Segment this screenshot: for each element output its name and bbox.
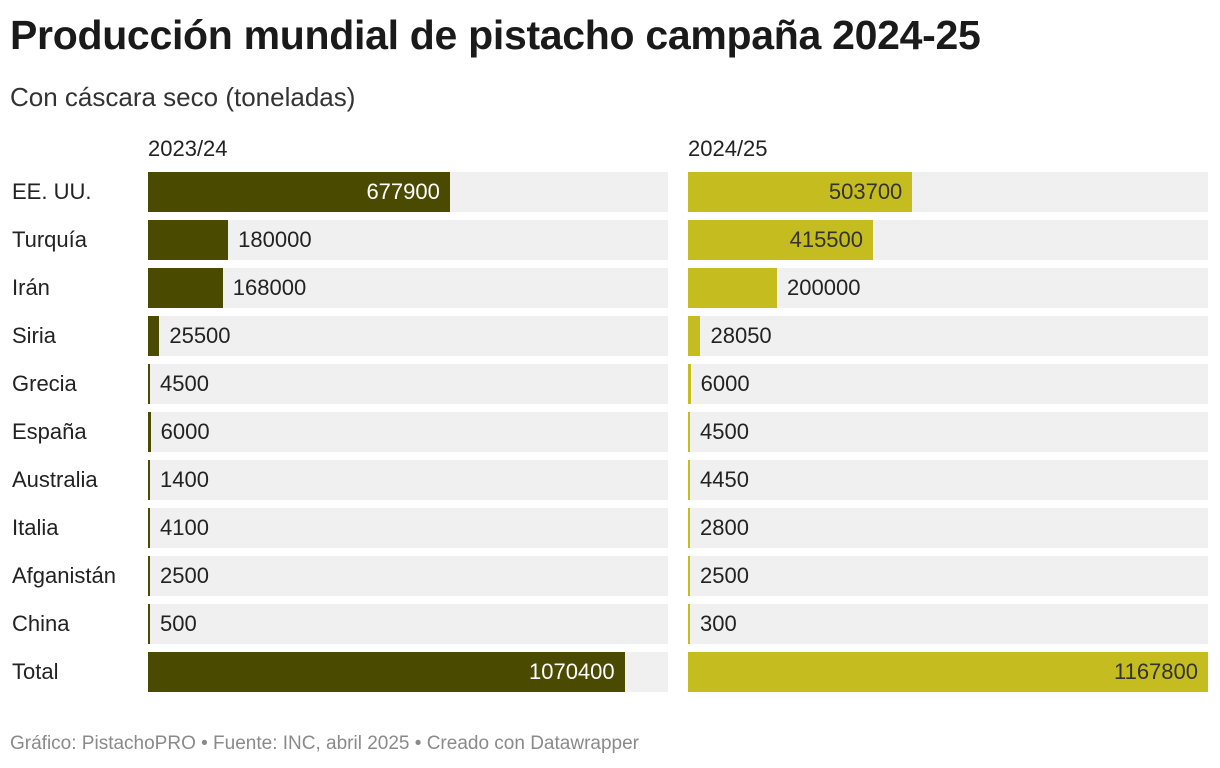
bar-track: 677900 <box>148 172 668 212</box>
bar-track: 1167800 <box>688 652 1208 692</box>
bar <box>688 364 691 404</box>
bar <box>688 268 778 308</box>
bar <box>148 604 150 644</box>
bar-track: 1070400 <box>148 652 668 692</box>
value-label: 4500 <box>160 371 209 396</box>
bar-track: 6000 <box>148 412 668 452</box>
row-label: Australia <box>12 467 98 492</box>
value-label: 6000 <box>700 371 750 396</box>
row-label: Total <box>12 659 59 684</box>
bar <box>148 508 150 548</box>
chart-title: Producción mundial de pistacho campaña 2… <box>10 12 981 58</box>
bar <box>148 412 151 452</box>
row-label: Irán <box>12 275 50 300</box>
bar-track: 6000 <box>688 364 1208 404</box>
value-label: 2800 <box>700 515 749 540</box>
row-label: EE. UU. <box>12 179 92 204</box>
bar-track: 168000 <box>148 268 668 308</box>
bar <box>148 268 223 308</box>
bar <box>148 556 150 596</box>
value-label: 4450 <box>700 467 749 492</box>
bar <box>688 172 913 212</box>
chart-footer: Gráfico: PistachoPRO • Fuente: INC, abri… <box>10 733 639 754</box>
bar <box>148 364 150 404</box>
bar <box>688 508 690 548</box>
bar <box>148 460 150 500</box>
bar <box>148 172 450 212</box>
value-label: 168000 <box>232 275 307 300</box>
bar <box>148 220 229 260</box>
bar <box>688 652 1208 692</box>
value-label: 2500 <box>700 563 749 588</box>
bar-track: 4450 <box>688 460 1208 500</box>
bar-track: 1400 <box>148 460 668 500</box>
value-label: 1400 <box>160 467 209 492</box>
value-label: 25500 <box>169 323 231 348</box>
bar-track: 2500 <box>148 556 668 596</box>
bar-track: 180000 <box>148 220 668 260</box>
bar-track: 4500 <box>688 412 1208 452</box>
bar <box>688 316 701 356</box>
row-label: China <box>12 611 70 636</box>
value-label: 300 <box>700 611 737 636</box>
bar-track: 25500 <box>148 316 668 356</box>
value-label: 4100 <box>160 515 209 540</box>
value-label: 503700 <box>828 179 903 204</box>
row-label: Turquía <box>12 227 88 252</box>
chart-subtitle: Con cáscara seco (toneladas) <box>10 82 356 112</box>
bar <box>688 220 873 260</box>
value-label: 28050 <box>710 323 772 348</box>
bar-track: 28050 <box>688 316 1208 356</box>
row-label: España <box>12 419 87 444</box>
bar-track: 4500 <box>148 364 668 404</box>
bar <box>688 460 690 500</box>
value-label: 1167800 <box>1113 659 1198 684</box>
row-label: Afganistán <box>12 563 116 588</box>
bar <box>688 604 690 644</box>
value-label: 2500 <box>160 563 209 588</box>
column-header-2024-25: 2024/25 <box>688 136 768 161</box>
bar-track: 200000 <box>688 268 1208 308</box>
bar <box>688 412 690 452</box>
bar-track: 415500 <box>688 220 1208 260</box>
row-label: Italia <box>12 515 59 540</box>
bar-track: 2800 <box>688 508 1208 548</box>
bar <box>148 316 160 356</box>
bar-track: 2500 <box>688 556 1208 596</box>
value-label: 6000 <box>160 419 210 444</box>
value-label: 4500 <box>700 419 749 444</box>
row-label: Grecia <box>12 371 77 396</box>
value-label: 677900 <box>366 179 440 204</box>
row-label: Siria <box>12 323 57 348</box>
bar-track: 503700 <box>688 172 1208 212</box>
value-label: 200000 <box>787 275 861 300</box>
bar-track: 300 <box>688 604 1208 644</box>
bar-track: 500 <box>148 604 668 644</box>
value-label: 1070400 <box>528 659 615 684</box>
bar-track: 4100 <box>148 508 668 548</box>
column-header-2023-24: 2023/24 <box>148 136 228 161</box>
value-label: 500 <box>160 611 197 636</box>
value-label: 415500 <box>789 227 864 252</box>
value-label: 180000 <box>238 227 312 252</box>
bar <box>148 652 625 692</box>
bar <box>688 556 690 596</box>
